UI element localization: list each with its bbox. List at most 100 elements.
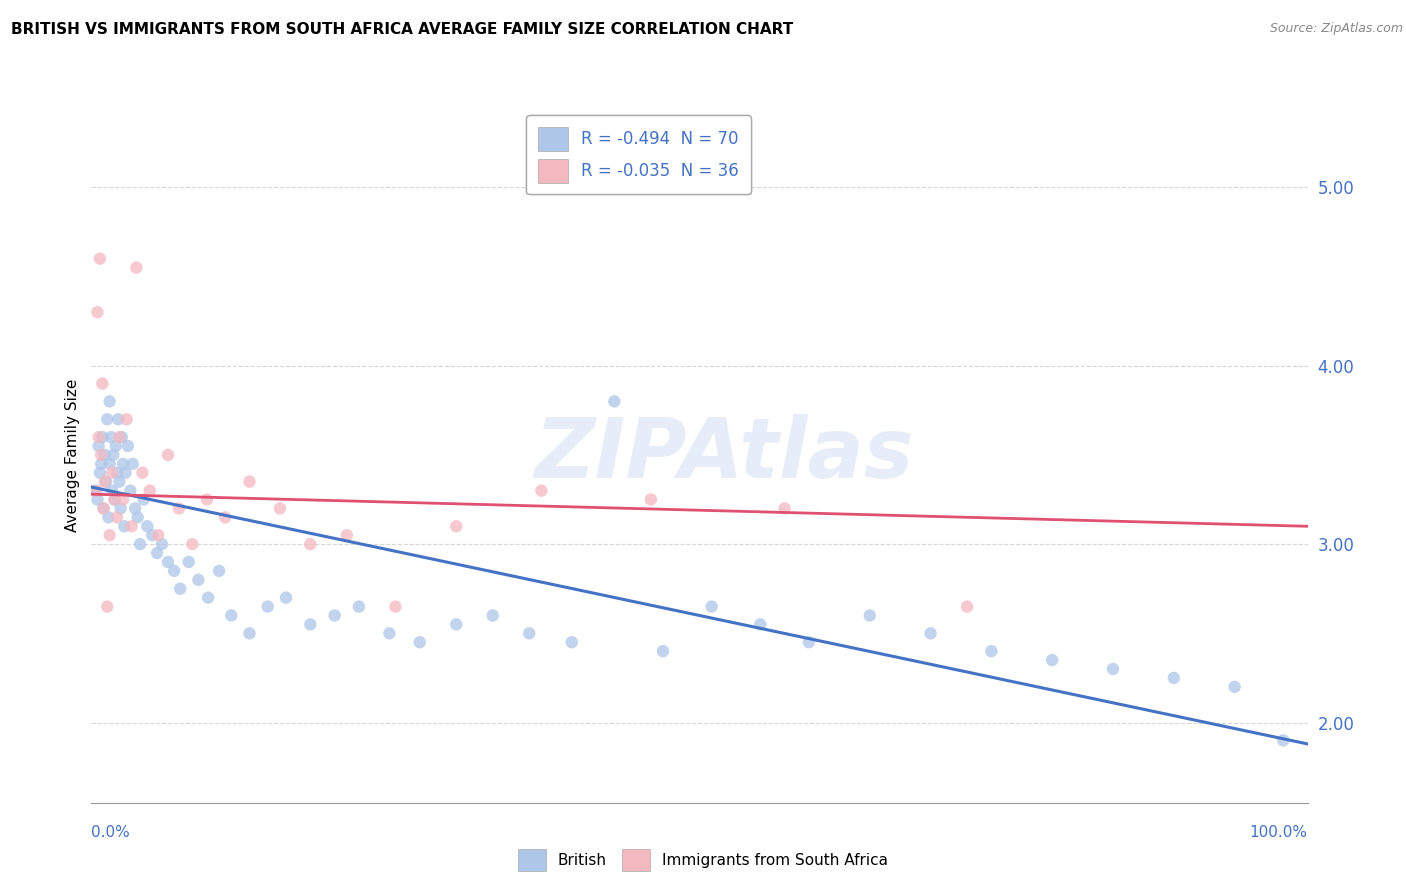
Point [101,483,124,498]
Point [481,608,503,623]
Point [87,430,110,444]
Point [91,430,114,444]
Point [956,599,979,614]
Point [86,492,108,507]
Point [1040,653,1063,667]
Point [98,528,121,542]
Text: BRITISH VS IMMIGRANTS FROM SOUTH AFRICA AVERAGE FAMILY SIZE CORRELATION CHART: BRITISH VS IMMIGRANTS FROM SOUTH AFRICA … [11,22,793,37]
Point [115,412,138,426]
Point [112,519,135,533]
Point [274,591,297,605]
Point [98,457,121,471]
Point [603,394,626,409]
Point [1102,662,1125,676]
Point [91,376,114,391]
Point [98,394,121,409]
Legend: British, Immigrants from South Africa: British, Immigrants from South Africa [509,840,897,880]
Point [700,599,723,614]
Point [110,501,132,516]
Point [299,537,322,551]
Point [124,501,146,516]
Point [89,252,111,266]
Point [121,519,143,533]
Point [219,608,242,623]
Point [214,510,236,524]
Point [148,528,170,542]
Point [561,635,583,649]
Point [120,483,142,498]
Point [378,626,401,640]
Point [336,528,359,542]
Point [84,483,107,498]
Point [299,617,322,632]
Point [105,466,128,480]
Text: Source: ZipAtlas.com: Source: ZipAtlas.com [1270,22,1403,36]
Point [90,448,112,462]
Point [93,501,115,516]
Point [94,475,117,489]
Point [652,644,675,658]
Point [146,546,169,560]
Point [108,430,131,444]
Point [101,466,124,480]
Point [444,617,467,632]
Point [93,501,115,516]
Point [980,644,1002,658]
Point [256,599,278,614]
Y-axis label: Average Family Size: Average Family Size [65,378,80,532]
Text: 0.0%: 0.0% [91,825,131,840]
Point [127,510,149,524]
Point [156,555,179,569]
Point [96,412,118,426]
Point [384,599,406,614]
Point [108,475,131,489]
Point [150,537,173,551]
Point [111,430,134,444]
Point [517,626,540,640]
Point [111,492,134,507]
Point [530,483,553,498]
Point [187,573,209,587]
Point [114,466,136,480]
Legend: R = -0.494  N = 70, R = -0.035  N = 36: R = -0.494 N = 70, R = -0.035 N = 36 [526,115,751,194]
Point [89,466,111,480]
Point [347,599,370,614]
Text: 100.0%: 100.0% [1250,825,1308,840]
Point [97,510,120,524]
Point [139,483,162,498]
Point [121,457,143,471]
Text: ZIPAtlas: ZIPAtlas [534,415,914,495]
Point [105,510,128,524]
Point [107,412,129,426]
Point [169,582,191,596]
Point [238,626,260,640]
Point [141,528,163,542]
Point [269,501,291,516]
Point [323,608,346,623]
Point [177,555,200,569]
Point [444,519,467,533]
Point [749,617,772,632]
Point [104,439,127,453]
Point [859,608,882,623]
Point [195,492,218,507]
Point [238,475,260,489]
Point [103,492,125,507]
Point [117,439,139,453]
Point [125,260,148,275]
Point [167,501,190,516]
Point [100,430,122,444]
Point [1223,680,1246,694]
Point [409,635,432,649]
Point [94,448,117,462]
Point [1272,733,1295,747]
Point [208,564,231,578]
Point [640,492,662,507]
Point [797,635,820,649]
Point [920,626,942,640]
Point [197,591,219,605]
Point [181,537,204,551]
Point [129,537,152,551]
Point [94,475,117,489]
Point [87,439,110,453]
